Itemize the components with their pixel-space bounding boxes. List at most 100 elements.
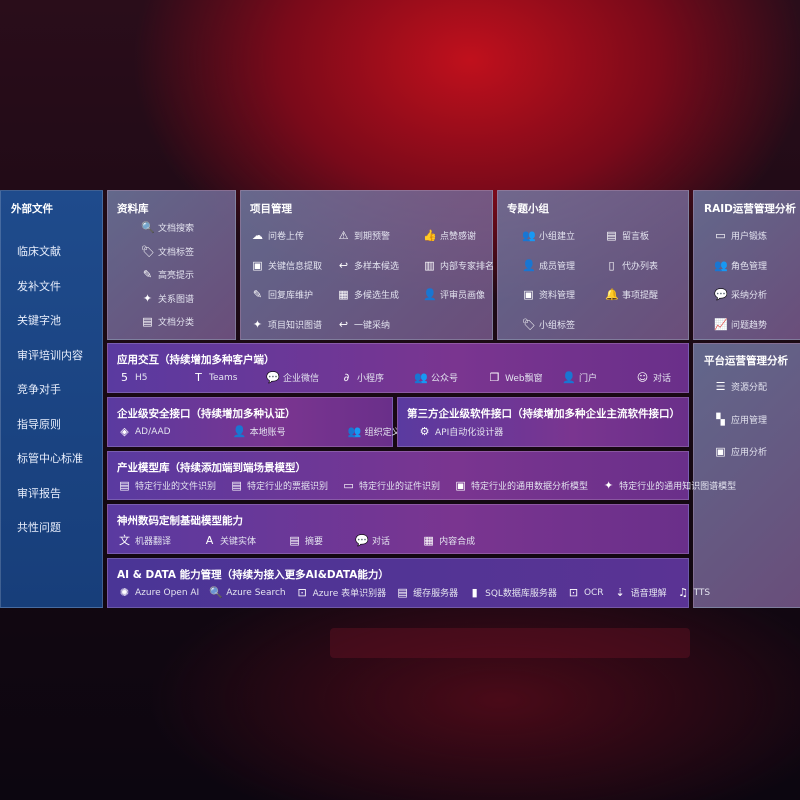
feature-item[interactable]: 👥 组织定义 [348, 425, 401, 438]
feature-item[interactable]: ▣ 关键信息提取 [251, 259, 322, 272]
feature-item[interactable]: ◈ AD/AAD [118, 425, 170, 438]
feature-label: SQL数据库服务器 [485, 589, 557, 599]
feature-item[interactable]: ✦ 关系图谱 [141, 292, 194, 305]
feature-item[interactable]: 🔍 文档搜索 [141, 221, 194, 234]
feature-item[interactable]: ▚ 应用管理 [714, 413, 767, 426]
feature-item[interactable]: 🔍 Azure Search [209, 586, 285, 599]
sidebar-item[interactable]: 竞争对手 [17, 383, 61, 396]
feature-item[interactable]: ✎ 高亮提示 [141, 268, 194, 281]
feature-item[interactable]: ✎ 回复库维护 [251, 288, 313, 301]
feature-item[interactable]: 🏷 文档标签 [141, 245, 194, 258]
feature-item[interactable]: 👥 小组建立 [522, 229, 575, 242]
feature-item[interactable]: ⇣ 语音理解 [614, 586, 666, 599]
ocr-icon: ⊡ [568, 586, 579, 599]
feature-item[interactable]: 5 H5 [118, 371, 192, 384]
feature-label: 特定行业的证件识别 [359, 482, 441, 492]
feature-item[interactable]: ⚙ API自动化设计器 [418, 425, 504, 438]
feature-item[interactable]: ▥ 内部专家排名 [423, 259, 494, 272]
tag-icon: 🏷 [522, 317, 536, 331]
feature-item[interactable]: ☺ 对话 [636, 371, 710, 384]
feature-item[interactable]: ✦ 特定行业的通用知识图谱模型 [602, 479, 736, 492]
cache-server-icon: ▤ [397, 586, 408, 599]
feature-item[interactable]: ✺ Azure Open AI [118, 586, 199, 599]
feature-item[interactable]: ▣ 资料管理 [522, 288, 575, 301]
feature-item[interactable]: ▦ 内容合成 [422, 532, 475, 548]
qa-icon: 💬 [714, 288, 728, 301]
content-compose-icon: ▦ [423, 533, 434, 547]
sidebar-item[interactable]: 临床文献 [17, 245, 61, 258]
html5-icon: 5 [121, 371, 128, 384]
feature-item[interactable]: 👤 成员管理 [522, 259, 575, 272]
feature-item[interactable]: ↩ 一键采纳 [337, 318, 390, 331]
feature-label: 回复库维护 [268, 291, 314, 301]
feature-label: 特定行业的文件识别 [135, 482, 217, 492]
feature-item[interactable]: ⊡ Azure 表单识别器 [296, 586, 387, 599]
feature-item[interactable]: 👤 本地账号 [233, 425, 286, 438]
feature-item[interactable]: 文机器翻译 [118, 532, 171, 548]
sql-icon: ▮ [471, 586, 478, 599]
organization-icon: 👥 [347, 425, 362, 438]
feature-item[interactable]: ▭ 用户锻炼 [714, 229, 767, 242]
bbs-icon: ▤ [606, 229, 617, 242]
feature-item[interactable]: 👥 公众号 [414, 371, 488, 384]
feature-item[interactable]: 💬 对话 [355, 532, 390, 548]
feature-item[interactable]: 👤 门户 [562, 371, 636, 384]
graph-icon: ✦ [142, 291, 153, 305]
feature-label: 关键信息提取 [268, 261, 323, 272]
feature-item[interactable]: ☁ 问卷上传 [251, 229, 304, 242]
item-row: ▤ 特定行业的文件识别 ▤ 特定行业的票据识别 ▭ 特定行业的证件识别 ▣ 特定行业的通用数据… [118, 479, 750, 492]
sidebar-item[interactable]: 指导原则 [17, 417, 61, 431]
feature-item[interactable]: 👤 评审员画像 [423, 288, 485, 301]
feature-item[interactable]: ▤ 留言板 [605, 229, 649, 242]
feature-label: 事项提醒 [622, 291, 659, 301]
feature-item[interactable]: ❐ Web飘窗 [488, 371, 562, 384]
feature-item[interactable]: ↩ 多样本候选 [337, 259, 399, 272]
feature-item[interactable]: ▦ 多候选生成 [337, 288, 399, 301]
feature-item[interactable]: ∂ 小程序 [340, 371, 414, 384]
feature-item[interactable]: ⚠ 到期预警 [337, 229, 390, 242]
sidebar-item[interactable]: 审评培训内容 [17, 348, 83, 362]
feature-item[interactable]: 📈 问题趋势 [714, 318, 767, 331]
panel-title: 平台运营管理分析 [704, 355, 788, 367]
feature-item[interactable]: 💬 企业微信 [266, 371, 340, 384]
feature-item[interactable]: ▣ 应用分析 [714, 445, 767, 458]
feature-item[interactable]: 🔔 事项提醒 [605, 288, 658, 301]
openai-icon: ✺ [119, 586, 130, 599]
feature-label: 关系图谱 [158, 294, 195, 305]
thumbs-up-icon: 👍 [423, 229, 437, 242]
feature-item[interactable]: ☰ 资源分配 [714, 380, 767, 393]
feature-item[interactable]: ♫ TTS [677, 586, 710, 599]
feature-label: 代办列表 [622, 261, 659, 272]
feature-item[interactable]: ✦ 项目知识图谱 [251, 318, 322, 331]
tag-icon: 🏷 [141, 244, 155, 258]
feature-item[interactable]: 💬 采纳分析 [714, 288, 767, 301]
feature-item[interactable]: ▤ 特定行业的票据识别 [230, 479, 328, 492]
feature-item[interactable]: 👥 角色管理 [714, 259, 767, 272]
feature-item[interactable]: A 关键实体 [203, 532, 256, 548]
feature-item[interactable]: ▯ 代办列表 [605, 259, 658, 272]
feature-item[interactable]: ⊡ OCR [567, 586, 604, 599]
azure-search-icon: 🔍 [209, 586, 223, 599]
panel-title: 第三方企业级软件接口（持续增加多种企业主流软件接口） [407, 408, 680, 420]
feature-item[interactable]: T Teams [192, 371, 266, 384]
feature-item[interactable]: ▭ 特定行业的证件识别 [342, 479, 440, 492]
id-card-icon: ▭ [343, 479, 354, 492]
feature-label: 应用管理 [731, 415, 768, 426]
feature-label: 角色管理 [731, 261, 768, 272]
feature-item[interactable]: ▤ 特定行业的文件识别 [118, 479, 216, 492]
feature-item[interactable]: ▮ SQL数据库服务器 [468, 586, 557, 599]
feature-label: 到期预警 [354, 232, 391, 242]
feature-item[interactable]: ▤ 文档分类 [141, 315, 194, 328]
sidebar-item[interactable]: 标管中心标准 [17, 452, 83, 465]
feature-item[interactable]: ▤ 摘要 [288, 532, 323, 548]
sidebar-item[interactable]: 发补文件 [17, 279, 61, 293]
aidata-panel: AI & DATA 能力管理（持续为接入更多AI&DATA能力） ✺ Azure … [107, 558, 710, 608]
feature-item[interactable]: ▤ 缓存服务器 [396, 586, 458, 599]
feature-item[interactable]: 👍 点赞感谢 [423, 229, 476, 242]
sidebar-item[interactable]: 审评报告 [17, 486, 61, 500]
feature-label: 内容合成 [439, 536, 476, 547]
feature-item[interactable]: 🏷 小组标签 [522, 318, 575, 331]
sidebar-item[interactable]: 关键字池 [17, 314, 61, 327]
feature-item[interactable]: ▣ 特定行业的通用数据分析模型 [454, 479, 588, 492]
sidebar-item[interactable]: 共性问题 [17, 521, 61, 534]
